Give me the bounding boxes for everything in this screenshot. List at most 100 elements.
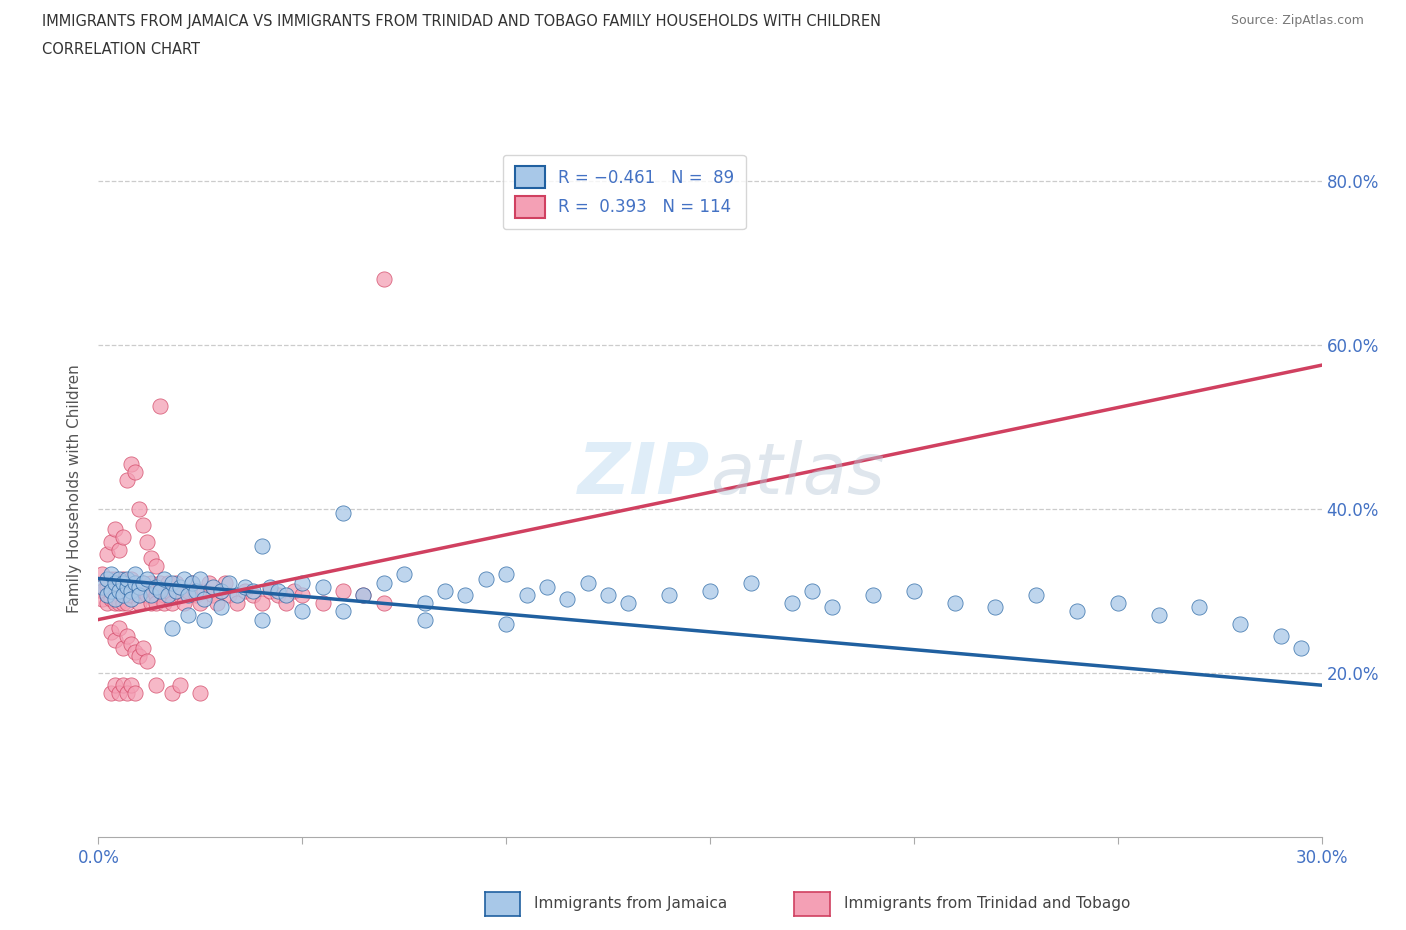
Point xyxy=(1291,641,1313,656)
Point xyxy=(193,591,215,606)
Point xyxy=(160,575,183,590)
Point xyxy=(111,588,134,603)
Point xyxy=(291,604,314,618)
Point xyxy=(201,588,224,603)
Point xyxy=(193,583,215,598)
Point xyxy=(181,575,204,590)
Text: Immigrants from Jamaica: Immigrants from Jamaica xyxy=(534,897,727,911)
Point xyxy=(1025,588,1047,603)
Point xyxy=(96,588,118,603)
Point xyxy=(188,596,212,611)
Point xyxy=(108,620,131,635)
Point xyxy=(250,612,273,627)
Point xyxy=(259,579,281,594)
Point xyxy=(145,588,167,603)
Point xyxy=(233,583,256,598)
Point xyxy=(145,678,167,693)
Point xyxy=(96,571,118,586)
Point xyxy=(557,591,579,606)
Point xyxy=(115,575,138,590)
Point xyxy=(108,583,131,598)
Point xyxy=(96,596,118,611)
Point xyxy=(740,575,762,590)
Point xyxy=(100,591,122,606)
Point xyxy=(209,583,232,598)
Point xyxy=(104,591,127,606)
Legend: R = −0.461   N =  89, R =  0.393   N = 114: R = −0.461 N = 89, R = 0.393 N = 114 xyxy=(503,154,745,230)
Point xyxy=(186,588,208,603)
Point xyxy=(332,604,354,618)
Point xyxy=(283,583,305,598)
Point xyxy=(104,678,127,693)
Point xyxy=(128,588,150,603)
Point xyxy=(136,653,159,668)
Point xyxy=(141,596,163,611)
Point xyxy=(193,612,215,627)
Point xyxy=(373,575,395,590)
Point xyxy=(165,575,187,590)
Point xyxy=(108,588,131,603)
Point xyxy=(128,649,150,664)
Point xyxy=(267,588,290,603)
Point xyxy=(214,575,236,590)
Point xyxy=(862,588,884,603)
Point xyxy=(115,629,138,644)
Point xyxy=(1229,617,1251,631)
Point xyxy=(617,596,640,611)
Point xyxy=(177,588,200,603)
Point xyxy=(100,575,122,590)
Point xyxy=(474,571,498,586)
Point xyxy=(124,567,146,582)
Point xyxy=(160,686,183,701)
Text: ZIP: ZIP xyxy=(578,440,710,509)
Point xyxy=(108,596,131,611)
Point xyxy=(111,571,134,586)
Point xyxy=(658,588,681,603)
Point xyxy=(218,575,240,590)
Point xyxy=(156,588,179,603)
Y-axis label: Family Households with Children: Family Households with Children xyxy=(67,364,83,613)
Point xyxy=(108,583,131,598)
Point xyxy=(132,583,155,598)
Point xyxy=(100,534,122,549)
Point xyxy=(108,571,131,586)
Point xyxy=(91,579,114,594)
Point xyxy=(108,542,131,557)
Point xyxy=(115,583,138,598)
Point xyxy=(1147,608,1170,623)
Point xyxy=(111,596,134,611)
Point xyxy=(373,596,395,611)
Text: atlas: atlas xyxy=(710,440,884,509)
Point xyxy=(96,579,118,594)
Point xyxy=(160,620,183,635)
Point xyxy=(352,588,374,603)
Point xyxy=(136,588,159,603)
Point xyxy=(149,575,172,590)
Point xyxy=(145,579,167,594)
Point xyxy=(104,575,127,590)
Point xyxy=(91,583,114,598)
Point xyxy=(821,600,844,615)
Point xyxy=(1066,604,1088,618)
Point xyxy=(274,588,297,603)
Point xyxy=(104,632,127,647)
Point xyxy=(226,588,249,603)
Point xyxy=(274,596,297,611)
Point xyxy=(141,575,163,590)
Point xyxy=(128,579,150,594)
Point xyxy=(413,596,436,611)
Point xyxy=(780,596,803,611)
Point xyxy=(96,588,118,603)
Point xyxy=(104,522,127,537)
Point xyxy=(120,583,142,598)
Point xyxy=(136,534,159,549)
Point xyxy=(124,644,146,659)
Point xyxy=(152,596,174,611)
Point xyxy=(156,583,179,598)
Point xyxy=(197,575,219,590)
Point xyxy=(136,579,159,594)
Point xyxy=(149,583,172,598)
Point xyxy=(115,596,138,611)
Point xyxy=(188,571,212,586)
Point xyxy=(152,588,174,603)
